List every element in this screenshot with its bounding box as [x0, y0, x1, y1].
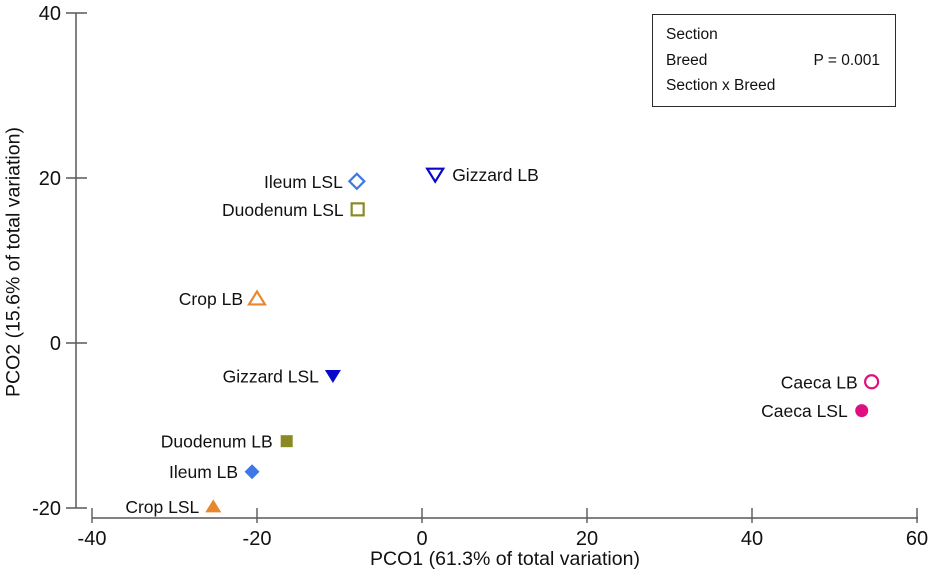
- y-tick-label: -20: [32, 498, 61, 520]
- data-point-marker: [247, 289, 267, 306]
- y-tick-label: 40: [39, 3, 61, 25]
- data-point-label: Crop LB: [179, 289, 243, 309]
- stats-row-section: Section: [666, 26, 880, 43]
- stats-row-section-x-breed: Section x Breed: [666, 77, 880, 94]
- data-point-label: Caeca LB: [781, 372, 858, 392]
- y-tick-label: 20: [39, 168, 61, 190]
- stats-term-label: Section: [666, 26, 718, 43]
- x-tick-label: 40: [741, 528, 763, 550]
- stats-p-value: P = 0.001: [813, 51, 880, 69]
- data-point-marker: [350, 202, 365, 217]
- data-point-marker: [347, 172, 366, 191]
- data-point-marker: [864, 374, 880, 390]
- data-point-label: Gizzard LB: [452, 165, 539, 185]
- y-axis-label: PCO2 (15.6% of total variation): [2, 127, 25, 397]
- x-tick-label: 60: [906, 528, 928, 550]
- data-point-marker: [244, 464, 260, 480]
- data-point-label: Caeca LSL: [761, 401, 848, 421]
- data-point-marker: [855, 404, 869, 418]
- x-tick-label: 0: [416, 528, 427, 550]
- stats-term-label: Section x Breed: [666, 77, 776, 94]
- x-axis-label: PCO1 (61.3% of total variation): [370, 548, 640, 570]
- data-point-label: Ileum LB: [169, 462, 238, 482]
- stats-row-breed: Breed P = 0.001: [666, 52, 880, 69]
- data-point-label: Ileum LSL: [264, 172, 343, 192]
- data-point-marker: [205, 499, 222, 513]
- x-tick-label: -20: [243, 528, 272, 550]
- x-tick-label: -40: [78, 528, 107, 550]
- y-tick-label: 0: [50, 333, 61, 355]
- stats-term-label: Breed: [666, 51, 708, 69]
- data-point-marker: [280, 435, 293, 448]
- data-point-label: Crop LSL: [125, 497, 199, 517]
- x-tick-label: 20: [576, 528, 598, 550]
- data-point-label: Duodenum LB: [161, 432, 273, 452]
- data-point-marker: [324, 370, 341, 383]
- data-point-label: Gizzard LSL: [223, 367, 320, 387]
- data-point-marker: [425, 167, 446, 184]
- data-point-label: Duodenum LSL: [222, 200, 344, 220]
- permanova-stats-box: Section Breed P = 0.001 Section x Breed: [652, 14, 896, 107]
